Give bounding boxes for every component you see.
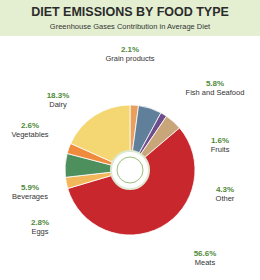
category-label: Fruits [211, 145, 230, 154]
chart-root: DIET EMISSIONS BY FOOD TYPE Greenhouse Ga… [0, 0, 260, 280]
category-label: Meats [195, 258, 216, 267]
chart-svg: DIET EMISSIONS BY FOOD TYPE Greenhouse Ga… [0, 0, 260, 280]
category-label: Vegetables [11, 130, 48, 139]
category-label: Dairy [49, 100, 67, 109]
value-label: 2.1% [121, 45, 139, 54]
value-label: 1.6% [211, 136, 229, 145]
value-label: 5.9% [21, 183, 39, 192]
value-label: 18.3% [47, 91, 70, 100]
value-label: 4.3% [216, 185, 234, 194]
category-label: Other [216, 194, 235, 203]
subtitle: Greenhouse Gases Contribution in Average… [50, 22, 211, 31]
plate-ring [117, 157, 143, 183]
value-label: 56.6% [194, 249, 217, 258]
header-band [0, 0, 260, 36]
category-label: Beverages [12, 192, 48, 201]
value-label: 5.8% [206, 79, 224, 88]
category-label: Eggs [31, 227, 48, 236]
value-label: 2.8% [31, 218, 49, 227]
title: DIET EMISSIONS BY FOOD TYPE [31, 5, 229, 19]
center-plate [111, 151, 149, 189]
category-label: Grain products [105, 54, 154, 63]
value-label: 2.6% [21, 121, 39, 130]
category-label: Fish and Seafood [186, 88, 245, 97]
pie [65, 105, 195, 235]
